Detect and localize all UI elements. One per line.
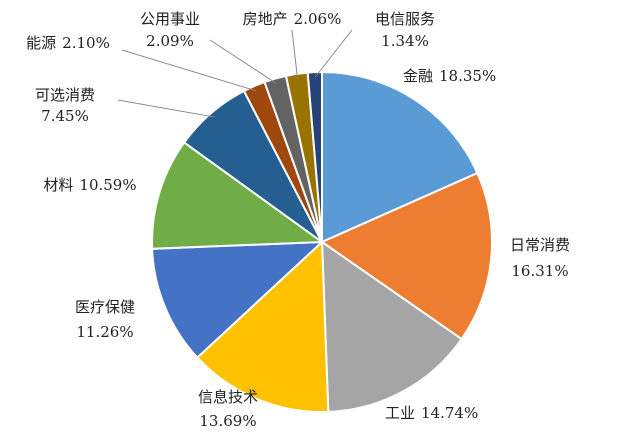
value-label: 11.26% <box>76 323 133 341</box>
pie-slice <box>321 70 479 244</box>
category-label: 房地产 <box>243 10 288 28</box>
category-label: 日常消费 <box>510 236 570 254</box>
pie-slice <box>151 240 325 359</box>
leader-line <box>121 49 257 92</box>
value-label: 2.10% <box>62 34 110 52</box>
value-label: 7.45% <box>41 107 89 125</box>
pie-slice <box>306 70 323 243</box>
slice-label: 房地产 2.06% <box>243 10 342 28</box>
pie-slice <box>195 239 330 413</box>
category-label: 公用事业 <box>140 10 200 28</box>
category-label: 金融 <box>403 67 433 85</box>
value-label: 13.69% <box>199 412 256 430</box>
value-label: 2.09% <box>146 32 194 50</box>
category-label: 可选消费 <box>35 86 95 104</box>
slice-label: 公用事业 2.09% <box>140 10 200 50</box>
category-label: 医疗保健 <box>75 298 135 316</box>
value-label: 10.59% <box>79 176 136 194</box>
leader-line <box>291 29 299 79</box>
slice-label: 可选消费 7.45% <box>35 86 95 125</box>
value-label: 18.35% <box>439 67 496 85</box>
slice-label: 能源 2.10% <box>26 34 110 52</box>
pie-slice <box>151 141 325 250</box>
value-label: 1.34% <box>381 32 429 50</box>
slice-label: 医疗保健 11.26% <box>75 298 135 341</box>
category-label: 工业 <box>385 404 415 422</box>
category-label: 电信服务 <box>375 10 435 28</box>
slice-label: 信息技术 13.69% <box>198 388 258 430</box>
slice-label: 日常消费 16.31% <box>510 236 570 280</box>
category-label: 能源 <box>26 34 56 52</box>
leader-line <box>209 39 277 84</box>
slice-label: 电信服务 1.34% <box>375 10 435 50</box>
value-label: 14.74% <box>421 404 478 422</box>
pie-slice <box>320 240 463 413</box>
value-label: 2.06% <box>294 10 342 28</box>
slice-label: 材料 10.59% <box>43 176 136 194</box>
slice-label: 工业 14.74% <box>385 404 478 422</box>
pie-slice <box>319 171 493 341</box>
category-label: 信息技术 <box>198 388 258 406</box>
leader-line <box>314 29 353 78</box>
slice-label: 金融 18.35% <box>403 67 496 85</box>
value-label: 16.31% <box>511 262 568 280</box>
category-label: 材料 <box>43 176 73 194</box>
leader-line <box>117 99 215 118</box>
